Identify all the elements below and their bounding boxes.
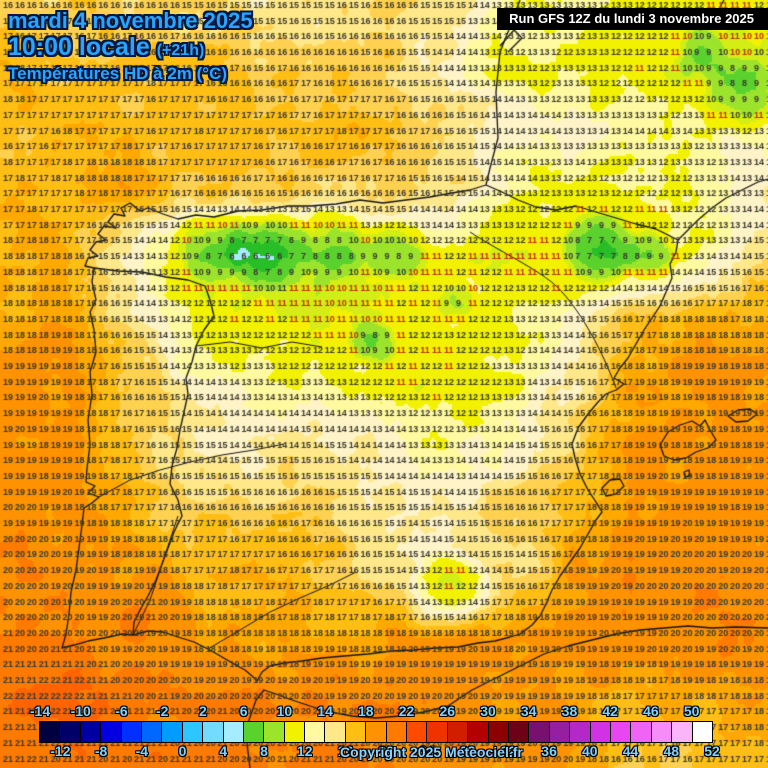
scale-label: 52 (704, 743, 720, 759)
scale-cell (283, 722, 305, 742)
scale-cell (671, 722, 692, 742)
map-time-title: 10:00 locale (+21h) (8, 33, 204, 62)
scale-label: 30 (480, 703, 496, 719)
scale-label: -10 (70, 703, 91, 719)
scale-cell (426, 722, 447, 742)
scale-cell (100, 722, 121, 742)
scale-label: 22 (398, 703, 415, 719)
scale-cell (589, 722, 610, 742)
scale-cell (609, 722, 631, 742)
scale-label: -8 (94, 743, 108, 759)
scale-cell (406, 722, 427, 742)
color-scale-bar (39, 721, 713, 743)
scale-cell (181, 722, 203, 742)
scale-cell (691, 722, 712, 742)
scale-cell (161, 722, 182, 742)
scale-cell (79, 722, 101, 742)
scale-cell (548, 722, 570, 742)
scale-label: 4 (219, 743, 228, 759)
scale-label: 26 (439, 703, 456, 719)
scale-label: -14 (29, 703, 51, 719)
scale-cell (507, 722, 529, 742)
scale-label: 28 (459, 743, 476, 759)
scale-cell (59, 722, 80, 742)
scale-cell (487, 722, 508, 742)
scale-label: 20 (378, 743, 394, 759)
scale-label: 6 (239, 703, 248, 719)
scale-label: 10 (276, 703, 293, 719)
scale-cell (40, 722, 60, 742)
scale-label: 8 (260, 743, 268, 759)
scale-cell (324, 722, 345, 742)
copyright-label: Copyright 2025 Meteociel.fr (340, 744, 523, 760)
scale-cell (385, 722, 407, 742)
scale-cell (140, 722, 162, 742)
run-info-badge: Run GFS 12Z du lundi 3 novembre 2025 (497, 8, 768, 30)
local-time-label: 10:00 locale (8, 33, 150, 61)
scale-label: 34 (520, 703, 537, 719)
scale-label: -12 (50, 743, 71, 759)
scale-label: 32 (500, 743, 517, 759)
scale-label: -4 (135, 743, 149, 759)
scale-label: 0 (178, 743, 187, 759)
map-product-title: Températures HD à 2m (°C) (8, 64, 228, 83)
scale-label: 40 (582, 743, 598, 759)
scale-cell (304, 722, 325, 742)
scale-cell (365, 722, 386, 742)
forecast-offset-label: (+21h) (156, 42, 205, 59)
scale-label: 50 (683, 703, 700, 719)
scale-cell (569, 722, 590, 742)
scale-cell (202, 722, 223, 742)
scale-label: -2 (155, 703, 169, 719)
scale-cell (467, 722, 488, 742)
scale-label: 48 (663, 743, 680, 759)
scale-label: 16 (337, 743, 354, 759)
scale-label: 14 (317, 703, 333, 719)
scale-label: 12 (296, 743, 313, 759)
scale-cell (650, 722, 672, 742)
scale-cell (630, 722, 651, 742)
scale-cell (344, 722, 366, 742)
scale-label: 18 (358, 703, 374, 719)
scale-cell (242, 722, 264, 742)
scale-cell (446, 722, 468, 742)
scale-label: 44 (622, 743, 639, 759)
scale-label: 46 (643, 703, 659, 719)
map-date-title: mardi 4 novembre 2025 (8, 8, 253, 33)
scale-cell (528, 722, 549, 742)
scale-label: 24 (419, 743, 435, 759)
scale-label: 42 (602, 703, 618, 719)
scale-cell (263, 722, 284, 742)
scale-label: 2 (199, 703, 207, 719)
scale-cell (222, 722, 243, 742)
scale-label: -6 (115, 703, 128, 719)
scale-label: 36 (541, 743, 557, 759)
scale-cell (120, 722, 141, 742)
color-scale: -14 -10 -6 -2 2 6 10 14 18 22 26 30 34 38 42 46 50 -12 -8-… (0, 700, 768, 768)
scale-label: 38 (561, 703, 578, 719)
